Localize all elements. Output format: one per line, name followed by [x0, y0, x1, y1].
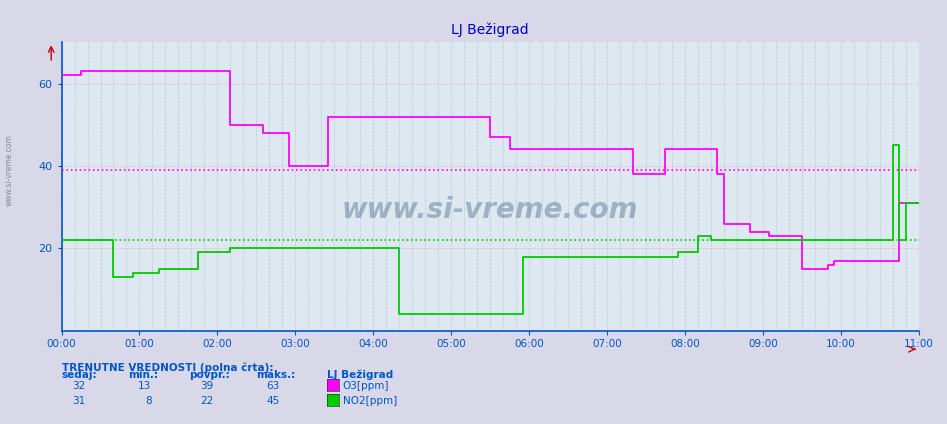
Text: 63: 63 [266, 381, 279, 391]
Text: 8: 8 [145, 396, 152, 406]
Text: sedaj:: sedaj: [62, 370, 98, 380]
Text: TRENUTNE VREDNOSTI (polna črta):: TRENUTNE VREDNOSTI (polna črta): [62, 363, 273, 373]
Text: O3[ppm]: O3[ppm] [343, 381, 389, 391]
Text: LJ Bežigrad: LJ Bežigrad [327, 370, 393, 380]
Text: 39: 39 [200, 381, 213, 391]
Text: min.:: min.: [128, 370, 158, 380]
Text: www.si-vreme.com: www.si-vreme.com [342, 195, 638, 223]
Text: 13: 13 [138, 381, 152, 391]
Text: maks.:: maks.: [256, 370, 295, 380]
Text: 32: 32 [72, 381, 85, 391]
Text: povpr.:: povpr.: [189, 370, 230, 380]
Text: 45: 45 [266, 396, 279, 406]
Text: NO2[ppm]: NO2[ppm] [343, 396, 397, 406]
Title: LJ Bežigrad: LJ Bežigrad [452, 22, 528, 37]
Text: www.si-vreme.com: www.si-vreme.com [5, 134, 14, 206]
Text: 31: 31 [72, 396, 85, 406]
Text: 22: 22 [200, 396, 213, 406]
